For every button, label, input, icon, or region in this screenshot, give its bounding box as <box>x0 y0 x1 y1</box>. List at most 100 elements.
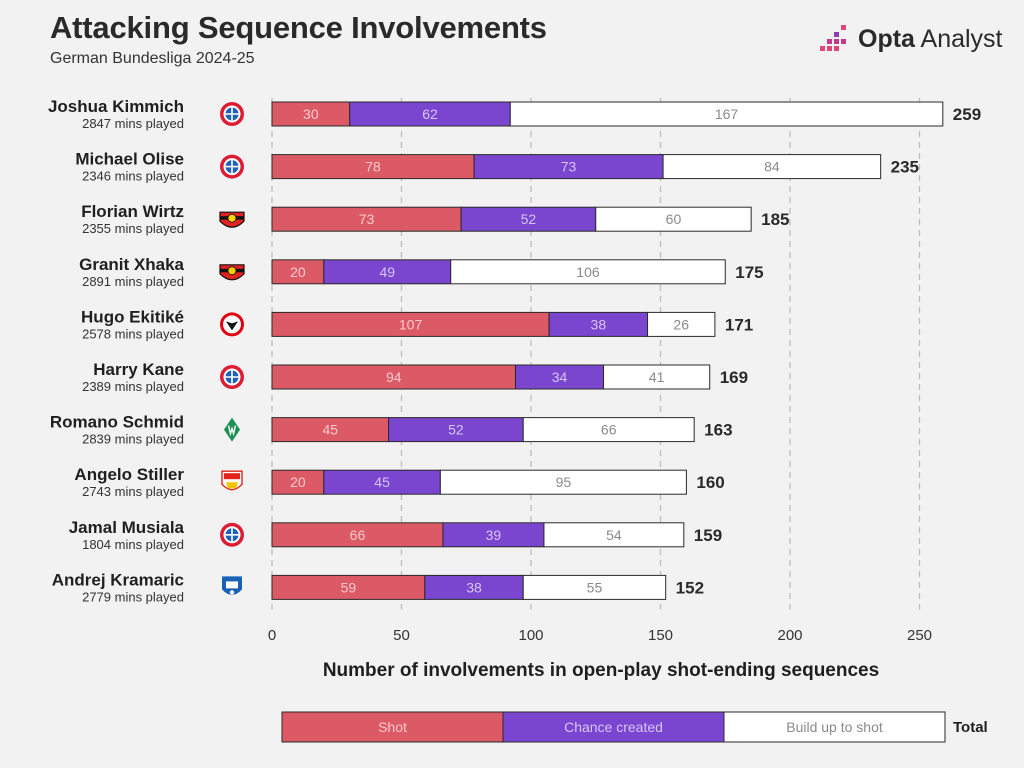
legend-label: Build up to shot <box>786 719 883 735</box>
player-name: Jamal Musiala <box>69 518 185 537</box>
bar-total-label: 175 <box>735 263 763 282</box>
bar-value-label: 84 <box>764 159 780 175</box>
bar-value-label: 54 <box>606 527 622 543</box>
bar-segment-shot <box>271 259 325 285</box>
player-mins-played: 2743 mins played <box>82 484 184 499</box>
bar-value-label: 52 <box>521 211 537 227</box>
bar-value-label: 78 <box>365 159 381 175</box>
player-name: Michael Olise <box>75 150 184 169</box>
bar-value-label: 34 <box>552 369 568 385</box>
eintracht-frankfurt-crest-icon <box>220 312 244 337</box>
bar-segment-shot <box>271 417 390 443</box>
player-name: Hugo Ekitiké <box>81 307 184 326</box>
bar-total-label: 259 <box>953 105 981 124</box>
x-tick-label: 50 <box>393 627 410 644</box>
bar-value-label: 38 <box>591 316 607 332</box>
player-mins-played: 2578 mins played <box>82 326 184 341</box>
player-name: Joshua Kimmich <box>48 97 184 116</box>
bar-value-label: 26 <box>673 316 689 332</box>
bar-segment-chance-created <box>323 469 441 495</box>
legend-swatch-chance-created <box>502 711 725 743</box>
bar-segment-build-up <box>439 469 687 495</box>
player-mins-played: 2839 mins played <box>82 432 184 447</box>
bar-total-label: 235 <box>891 158 919 177</box>
bar-value-label: 20 <box>290 264 306 280</box>
bar-segment-chance-created <box>473 154 664 180</box>
player-mins-played: 2779 mins played <box>82 589 184 604</box>
bar-value-label: 95 <box>556 474 572 490</box>
x-axis-title: Number of involvements in open-play shot… <box>323 660 879 681</box>
bar-segment-build-up <box>450 259 726 285</box>
player-name: Angelo Stiller <box>74 465 184 484</box>
x-tick-label: 0 <box>268 627 276 644</box>
bar-value-label: 73 <box>359 211 375 227</box>
bar-value-label: 39 <box>486 527 502 543</box>
bar-segment-chance-created <box>548 311 649 337</box>
bar-segment-chance-created <box>388 417 524 443</box>
player-mins-played: 2389 mins played <box>82 379 184 394</box>
bar-segment-build-up <box>522 417 695 443</box>
player-mins-played: 2346 mins played <box>82 169 184 184</box>
bar-total-label: 152 <box>676 578 704 597</box>
bar-total-label: 163 <box>704 421 732 440</box>
brand-logo: Opta Analyst <box>818 22 1003 56</box>
player-name: Andrej Kramaric <box>52 570 184 589</box>
bar-segment-chance-created <box>349 101 511 127</box>
bar-segment-shot <box>271 101 351 127</box>
bayer-leverkusen-crest-icon <box>219 211 245 228</box>
bayern-munich-crest-icon <box>220 365 244 389</box>
legend-swatch-shot <box>281 711 504 743</box>
bayern-munich-crest-icon <box>220 102 244 126</box>
bar-total-label: 169 <box>720 368 748 387</box>
bar-segment-chance-created <box>424 574 524 600</box>
bayer-leverkusen-crest-icon <box>219 264 245 281</box>
bar-segment-build-up <box>662 154 882 180</box>
player-mins-played: 2355 mins played <box>82 221 184 236</box>
bar-total-label: 159 <box>694 526 722 545</box>
werder-bremen-crest-icon <box>224 417 240 442</box>
bar-total-label: 171 <box>725 315 753 334</box>
vfb-stuttgart-crest-icon <box>221 470 243 491</box>
bar-segment-shot <box>271 206 462 232</box>
bar-value-label: 20 <box>290 474 306 490</box>
bar-segment-chance-created <box>323 259 452 285</box>
bar-value-label: 167 <box>715 106 739 122</box>
bar-value-label: 45 <box>322 422 338 438</box>
player-mins-played: 1804 mins played <box>82 537 184 552</box>
x-tick-label: 200 <box>777 627 802 644</box>
bar-value-label: 45 <box>374 474 390 490</box>
bar-value-label: 52 <box>448 422 464 438</box>
bar-value-label: 106 <box>576 264 600 280</box>
bar-value-label: 62 <box>422 106 438 122</box>
bar-value-label: 66 <box>350 527 366 543</box>
bar-total-label: 185 <box>761 210 789 229</box>
bar-value-label: 38 <box>466 579 482 595</box>
bar-segment-build-up <box>543 522 685 548</box>
player-name: Harry Kane <box>93 360 184 379</box>
bar-segment-chance-created <box>442 522 545 548</box>
bar-segment-build-up <box>647 311 716 337</box>
bar-value-label: 60 <box>666 211 682 227</box>
bar-value-label: 49 <box>379 264 395 280</box>
player-mins-played: 2891 mins played <box>82 274 184 289</box>
bayern-munich-crest-icon <box>220 154 244 179</box>
brand-name-regular: Analyst <box>914 24 1003 53</box>
brand-name-bold: Opta <box>858 24 915 53</box>
player-name: Romano Schmid <box>50 413 184 432</box>
player-mins-played: 2847 mins played <box>82 116 184 131</box>
bar-segment-build-up <box>603 364 711 390</box>
bar-segment-shot <box>271 154 475 180</box>
chart-title: Attacking Sequence Involvements <box>50 10 547 45</box>
player-name: Granit Xhaka <box>79 255 184 274</box>
bar-segment-chance-created <box>460 206 597 232</box>
bar-segment-shot <box>271 311 550 337</box>
bar-total-label: 160 <box>696 473 724 492</box>
bar-segment-shot <box>271 522 444 548</box>
tsg-hoffenheim-crest-icon <box>222 576 242 595</box>
bar-segment-shot <box>271 469 325 495</box>
x-tick-label: 100 <box>518 627 543 644</box>
bar-segment-build-up <box>509 101 944 127</box>
bar-value-label: 41 <box>649 369 665 385</box>
bar-segment-build-up <box>522 574 667 600</box>
